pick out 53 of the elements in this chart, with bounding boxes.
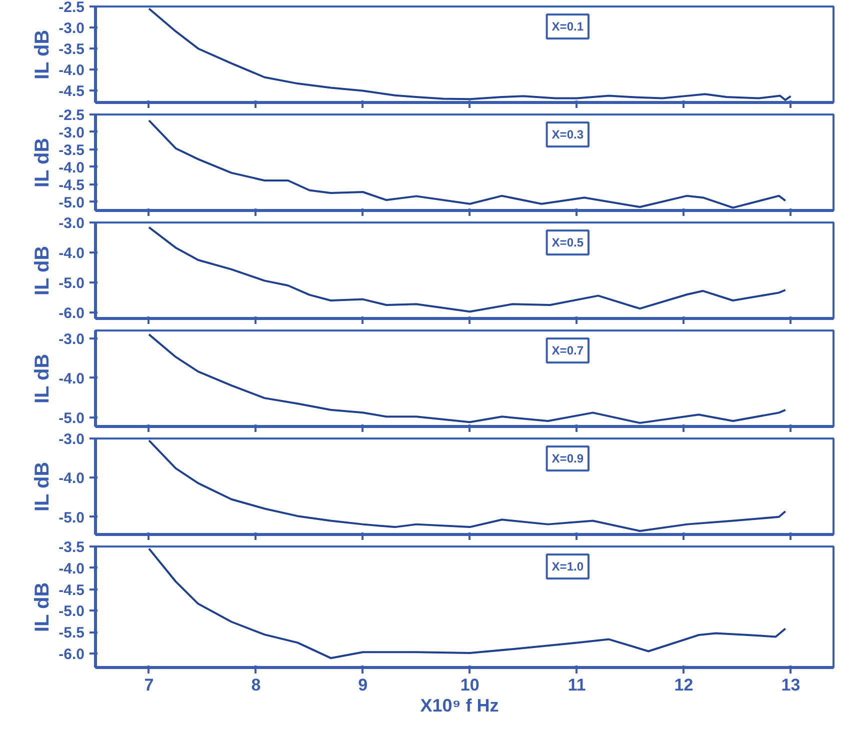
y-tick-label: -4.0 [58,470,85,488]
y-tick-label: -3.0 [58,215,85,232]
y-tick-label: -5.0 [58,275,85,292]
annotation: X=0.3 [552,128,584,142]
y-tick-label: -3.5 [58,539,85,556]
y-tick-label: -3.0 [58,330,85,348]
x-tick-label: 8 [251,676,261,694]
line-series [148,226,786,313]
y-axis-title: IL dB [32,138,54,188]
x-tick-label: 10 [460,676,480,694]
y-tick-label: -2.5 [58,107,85,124]
line-series [148,548,786,660]
y-tick-label: -4.0 [58,245,85,262]
x-tick-label: 7 [144,676,154,694]
y-tick-label: -5.0 [58,410,85,427]
y-tick-label: -4.5 [58,83,85,100]
y-tick-label: -3.0 [58,431,85,448]
annotation: X=0.7 [552,344,584,358]
annotation: X=1.0 [552,560,584,574]
y-tick-label: -3.5 [58,41,85,58]
annotation: X=0.5 [552,236,584,250]
y-tick-label: -5.0 [58,603,85,620]
y-tick-label: -3.0 [58,20,85,38]
annotation: X=0.1 [552,20,584,34]
y-tick-label: -3.0 [58,124,85,142]
line-series [148,439,786,532]
x-tick-label: 13 [781,676,800,694]
y-axis-title: IL dB [32,246,54,296]
y-tick-label: -6.0 [58,305,85,322]
y-axis-title: IL dB [32,462,54,512]
y-tick-label: -2.5 [58,0,85,16]
x-tick-label: 12 [674,676,694,694]
y-tick-label: -3.5 [58,142,85,159]
annotation: X=0.9 [552,452,584,466]
x-tick-label: 11 [568,676,586,694]
x-tick-label: 9 [358,676,368,694]
line-series [148,119,786,209]
y-tick-label: -4.0 [58,159,85,176]
y-tick-label: -5.0 [58,509,85,526]
y-tick-label: -4.5 [58,176,85,194]
y-axis-title: IL dB [32,30,54,80]
y-tick-label: -6.0 [58,646,85,663]
y-axis-title: IL dB [32,582,54,632]
y-tick-label: -4.0 [58,560,85,578]
y-tick-label: -5.0 [58,194,85,212]
y-tick-label: -5.5 [58,624,85,642]
x-axis-title: X10⁹ f Hz [420,696,499,716]
line-series [148,8,792,101]
y-axis-title: IL dB [32,354,54,404]
line-series [148,333,786,424]
y-tick-label: -4.0 [58,62,85,80]
y-tick-label: -4.0 [58,370,85,388]
y-tick-label: -4.5 [58,582,85,599]
